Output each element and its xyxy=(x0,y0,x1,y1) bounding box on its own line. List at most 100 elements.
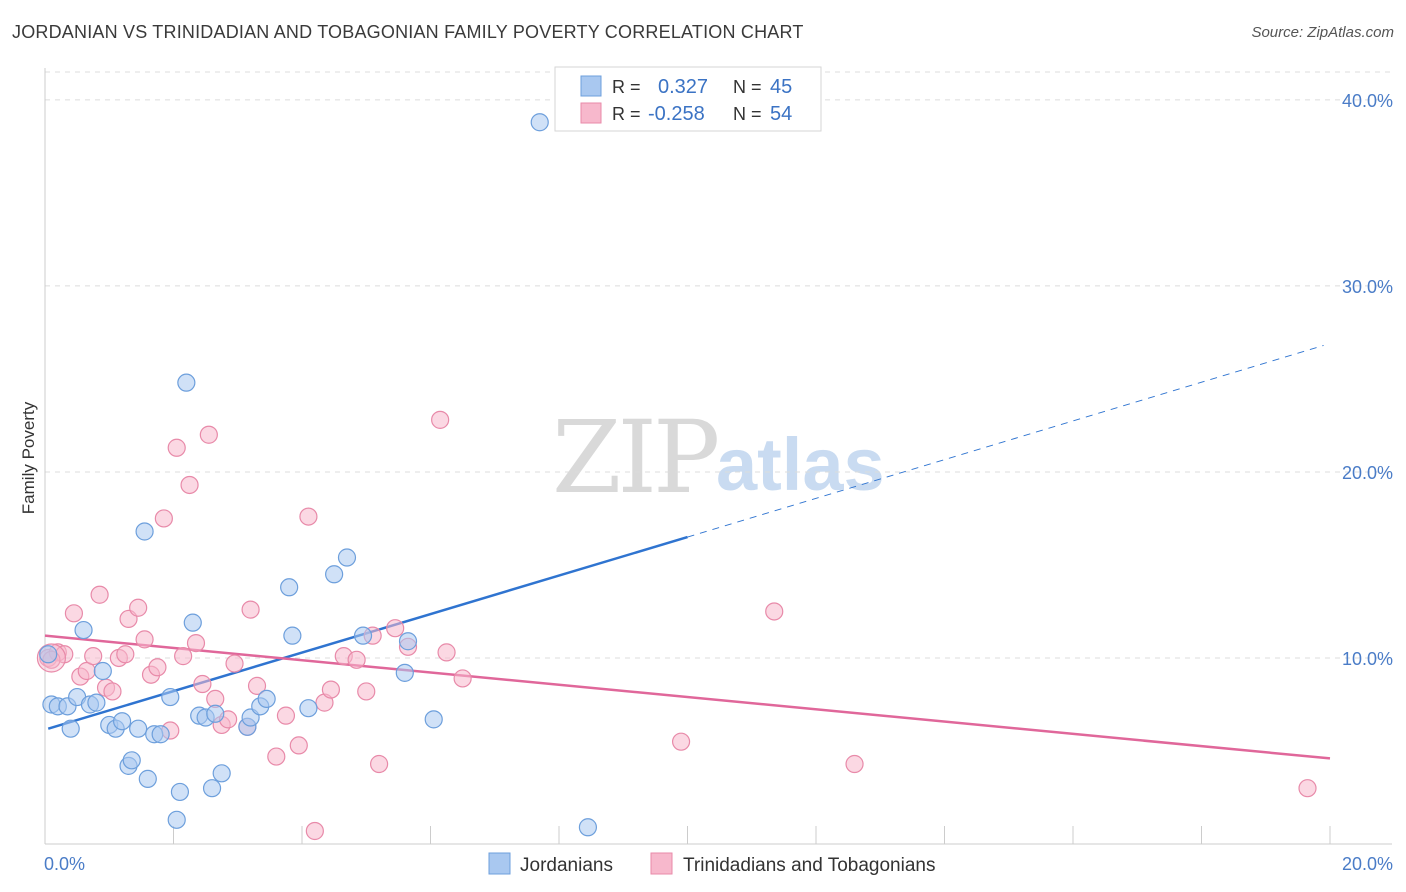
trinidadian-point xyxy=(357,682,376,701)
jordanian-point xyxy=(325,565,344,584)
trinidadian-point xyxy=(845,754,864,774)
jordanian-point xyxy=(170,782,190,802)
trinidadian-point xyxy=(299,507,318,526)
trinidadian-point xyxy=(247,676,267,695)
x-tick-label: 20.0% xyxy=(1342,854,1393,874)
stats-legend: R = 0.327 N = 45 R = -0.258 N = 54 xyxy=(554,66,822,132)
trinidadian-point xyxy=(148,658,167,677)
x-tick-label: 0.0% xyxy=(44,854,85,874)
jordanian-point xyxy=(202,779,222,798)
jordanian-point xyxy=(177,373,196,392)
legend-trinidadians-swatch xyxy=(650,852,673,875)
jordanian-trend-extension xyxy=(687,344,1324,538)
jordanian-point xyxy=(87,693,106,712)
trinidadian-point xyxy=(276,706,296,725)
trinidadian-point xyxy=(267,747,286,766)
jordanian-point xyxy=(398,632,418,651)
y-tick-label: 10.0% xyxy=(1342,649,1393,669)
y-axis-label: Family Poverty xyxy=(19,401,38,514)
trinidadian-point xyxy=(321,680,341,699)
trinidadian-point xyxy=(167,438,186,457)
trinidadian-point xyxy=(84,647,103,666)
trinidadian-point xyxy=(671,732,691,751)
trinidadian-point xyxy=(431,410,450,429)
trinidadian-point xyxy=(199,425,218,444)
bottom-legend: Jordanians Trinidadians and Tobagonians xyxy=(488,852,935,876)
jordanian-point xyxy=(151,725,170,744)
watermark-zip: ZIP xyxy=(552,399,717,516)
r-label-trinidadian: R = xyxy=(612,104,641,124)
trinidadian-point xyxy=(386,619,405,638)
jordanian-point xyxy=(39,645,58,664)
x-tick-labels: 0.0% 20.0% xyxy=(44,854,1393,874)
jordanian-point xyxy=(280,578,299,597)
legend-trinidadians-label: Trinidadians and Tobagonians xyxy=(683,855,935,876)
jordanian-point xyxy=(424,710,443,729)
trinidadian-swatch xyxy=(580,102,602,124)
jordanian-point xyxy=(257,689,276,709)
trinidadian-point xyxy=(103,682,122,701)
trinidadian-point xyxy=(225,654,244,673)
trinidadian-point xyxy=(129,598,148,617)
jordanian-point xyxy=(353,626,373,645)
legend-jordanians-swatch xyxy=(488,852,511,875)
watermark-atlas: atlas xyxy=(716,423,885,506)
jordanian-point xyxy=(395,663,414,682)
y-tick-label: 20.0% xyxy=(1342,463,1393,483)
n-value-trinidadian: 54 xyxy=(770,103,792,125)
y-tick-label: 30.0% xyxy=(1342,277,1393,297)
n-value-jordanian: 45 xyxy=(770,76,792,98)
trinidadian-point xyxy=(1298,779,1317,798)
trinidadian-point xyxy=(116,645,135,664)
y-tick-label: 40.0% xyxy=(1342,91,1393,111)
jordanian-point xyxy=(578,818,598,837)
n-label-trinidadian: N = xyxy=(733,104,762,124)
chart-title: JORDANIAN VS TRINIDADIAN AND TOBAGONIAN … xyxy=(12,22,804,42)
trinidadian-trend-line xyxy=(44,634,1331,760)
trinidadian-point xyxy=(289,736,308,755)
trinidadian-point xyxy=(154,509,173,528)
jordanian-point xyxy=(122,751,141,770)
legend-jordanians-label: Jordanians xyxy=(520,855,613,876)
jordanian-point xyxy=(212,764,231,783)
trinidadian-point xyxy=(453,669,472,688)
jordanian-point xyxy=(135,522,154,541)
jordanian-point xyxy=(299,699,318,718)
jordanian-point xyxy=(337,548,357,567)
jordanian-point xyxy=(138,769,157,788)
trinidadian-point xyxy=(765,602,784,621)
trinidadian-point xyxy=(347,650,366,669)
jordanian-point xyxy=(206,704,225,723)
trinidadian-point xyxy=(64,604,84,623)
jordanian-point xyxy=(283,626,302,645)
r-value-trinidadian: -0.258 xyxy=(648,103,705,125)
axes xyxy=(44,68,1392,845)
trinidadian-point xyxy=(180,475,199,495)
jordanian-point xyxy=(530,113,549,132)
trinidadian-point xyxy=(174,647,193,666)
n-label-jordanian: N = xyxy=(733,77,762,97)
jordanian-point xyxy=(93,661,112,681)
jordanian-point xyxy=(167,810,186,829)
series-jordanian-points xyxy=(39,113,598,837)
series-trinidadian-points xyxy=(36,410,1317,841)
trinidadian-point xyxy=(186,633,206,653)
trinidadian-point xyxy=(193,674,212,694)
trinidadian-point xyxy=(370,754,389,774)
trinidadian-point xyxy=(437,643,456,662)
jordanian-swatch xyxy=(580,75,602,97)
grid-lines xyxy=(45,71,1392,659)
jordanian-point xyxy=(129,719,148,738)
r-label-jordanian: R = xyxy=(612,77,641,97)
jordanian-point xyxy=(74,620,93,640)
trinidadian-point xyxy=(90,585,109,604)
trinidadian-point xyxy=(241,600,260,619)
y-tick-labels: 10.0% 20.0% 30.0% 40.0% xyxy=(1342,91,1393,669)
source-label: Source: ZipAtlas.com xyxy=(1251,24,1394,41)
trinidadian-point xyxy=(135,630,154,649)
jordanian-point xyxy=(183,613,202,632)
r-value-jordanian: 0.327 xyxy=(658,76,708,98)
jordanian-point xyxy=(161,687,180,707)
trinidadian-point xyxy=(305,821,324,841)
